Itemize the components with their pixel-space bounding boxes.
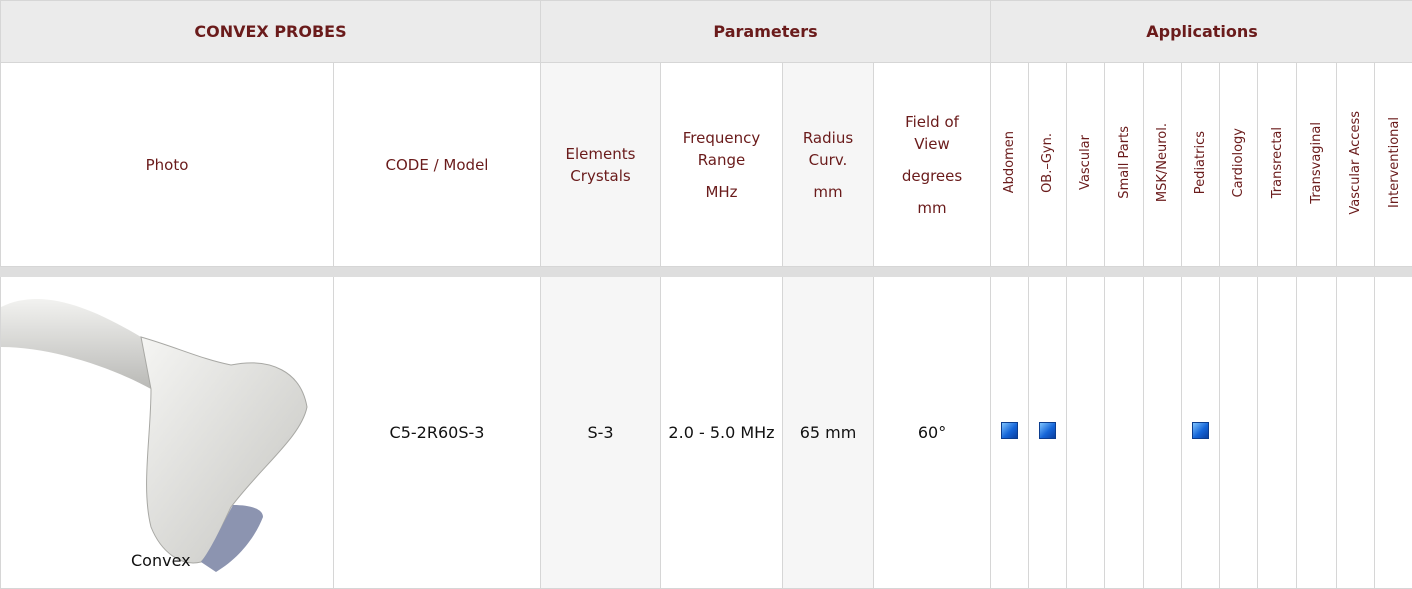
code-cell: C5-2R60S-3 xyxy=(334,277,541,589)
application-cell xyxy=(1375,277,1412,589)
probe-photo xyxy=(1,277,334,588)
application-cell xyxy=(1105,277,1144,589)
parameter-cell: 65 mm xyxy=(783,277,874,589)
header-line: View xyxy=(874,133,990,155)
header-line: Elements xyxy=(541,143,660,165)
group-header: CONVEX PROBES xyxy=(1,1,541,63)
separator xyxy=(1,267,1412,277)
header-line: mm xyxy=(783,181,873,203)
application-header: Small Parts xyxy=(1105,63,1144,267)
header-line: degrees xyxy=(874,165,990,187)
column-header: CODE / Model xyxy=(334,63,541,267)
column-header: Photo xyxy=(1,63,334,267)
application-header: Transvaginal xyxy=(1297,63,1337,267)
application-header: Cardiology xyxy=(1220,63,1258,267)
application-label: Cardiology xyxy=(1231,128,1246,198)
application-label: Abdomen xyxy=(1002,131,1017,193)
header-line: Field of xyxy=(874,111,990,133)
application-header: Interventional xyxy=(1375,63,1412,267)
group-header-row: CONVEX PROBES Parameters Applications xyxy=(1,1,1412,63)
application-label: Interventional xyxy=(1387,117,1402,208)
application-cell xyxy=(1220,277,1258,589)
application-label: Small Parts xyxy=(1117,126,1132,199)
header-line: Radius xyxy=(783,127,873,149)
parameter-cell: 60° xyxy=(874,277,991,589)
application-marker xyxy=(1001,422,1018,439)
application-label: OB.–Gyn. xyxy=(1040,133,1055,193)
header-line: Curv. xyxy=(783,149,873,171)
probe-cable xyxy=(1,299,166,389)
header-line: Crystals xyxy=(541,165,660,187)
application-label: Pediatrics xyxy=(1193,131,1208,194)
application-cell xyxy=(1258,277,1297,589)
application-marker xyxy=(1192,422,1209,439)
photo-cell: Convex xyxy=(1,277,334,589)
header-line: MHz xyxy=(661,181,782,203)
application-header: Abdomen xyxy=(991,63,1029,267)
application-header: Transrectal xyxy=(1258,63,1297,267)
parameter-cell: 2.0 - 5.0 MHz xyxy=(661,277,783,589)
application-header: Vascular Access xyxy=(1337,63,1375,267)
photo-caption: Convex xyxy=(131,551,191,570)
header-line: Frequency xyxy=(661,127,782,149)
header-line: mm xyxy=(874,197,990,219)
application-label: Transrectal xyxy=(1270,127,1285,198)
group-header: Applications xyxy=(991,1,1412,63)
application-cell xyxy=(1067,277,1105,589)
header-line: Range xyxy=(661,149,782,171)
probe-table: CONVEX PROBES Parameters Applications Ph… xyxy=(0,0,1412,589)
parameter-cell: S-3 xyxy=(541,277,661,589)
group-header: Parameters xyxy=(541,1,991,63)
application-label: Transvaginal xyxy=(1309,122,1324,204)
application-marker xyxy=(1039,422,1056,439)
application-header: Vascular xyxy=(1067,63,1105,267)
application-label: Vascular Access xyxy=(1348,111,1363,215)
separator-cell xyxy=(1,267,1412,277)
application-label: Vascular xyxy=(1078,135,1093,190)
application-cell xyxy=(1144,277,1182,589)
application-cell xyxy=(1337,277,1375,589)
application-cell xyxy=(1029,277,1067,589)
application-header: MSK/Neurol. xyxy=(1144,63,1182,267)
application-cell xyxy=(991,277,1029,589)
application-header: Pediatrics xyxy=(1182,63,1220,267)
application-label: MSK/Neurol. xyxy=(1155,123,1170,202)
application-header: OB.–Gyn. xyxy=(1029,63,1067,267)
application-cell xyxy=(1182,277,1220,589)
application-cell xyxy=(1297,277,1337,589)
page: CONVEX PROBES Parameters Applications Ph… xyxy=(0,0,1412,588)
